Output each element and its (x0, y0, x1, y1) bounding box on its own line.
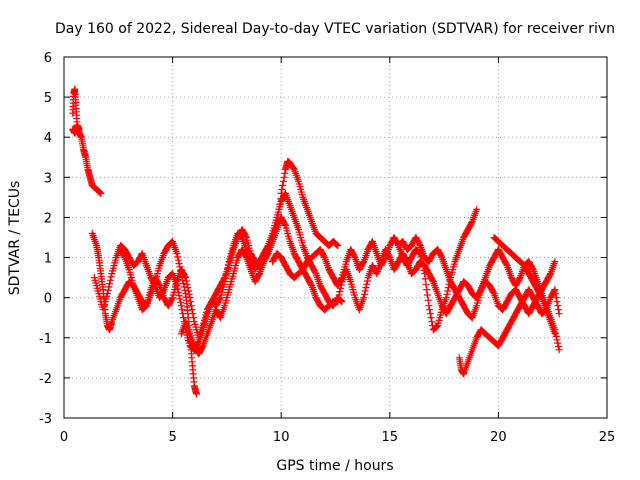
y-tick-label: 0 (44, 292, 52, 307)
y-tick-label: 3 (44, 171, 52, 186)
tick-layer (63, 56, 608, 419)
data-marks (69, 85, 563, 398)
data-point-marks (69, 121, 83, 137)
series-trace-f (177, 213, 337, 358)
y-tick-label: 2 (44, 211, 52, 226)
x-tick-label: 15 (382, 430, 399, 445)
plot-frame (63, 56, 608, 419)
x-tick-label: 10 (273, 430, 290, 445)
x-tick-label: 5 (168, 430, 176, 445)
x-tick-label: 20 (490, 430, 507, 445)
y-tick-label: -3 (39, 412, 52, 427)
data-point-marks (177, 213, 337, 358)
y-tick-label: 5 (44, 91, 52, 106)
grid-layer (64, 57, 607, 418)
y-tick-label: 6 (44, 51, 52, 66)
x-tick-label: 25 (599, 430, 616, 445)
y-tick-label: -1 (39, 332, 52, 347)
tick-label-layer: 0 5 10 15 20 25 -3 -2 -1 0 1 2 3 4 5 6 (39, 51, 615, 445)
data-point-marks (490, 234, 559, 338)
x-tick-label: 0 (60, 430, 68, 445)
y-tick-label: 4 (44, 131, 52, 146)
series-trace-k (490, 234, 559, 338)
x-axis-label: GPS time / hours (276, 458, 393, 474)
y-axis-label: SDTVAR / TECUs (7, 181, 23, 296)
y-tick-label: 1 (44, 252, 52, 267)
chart-title: Day 160 of 2022, Sidereal Day-to-day VTE… (55, 21, 615, 37)
y-tick-label: -2 (39, 372, 52, 387)
series-trace-b (69, 121, 83, 137)
